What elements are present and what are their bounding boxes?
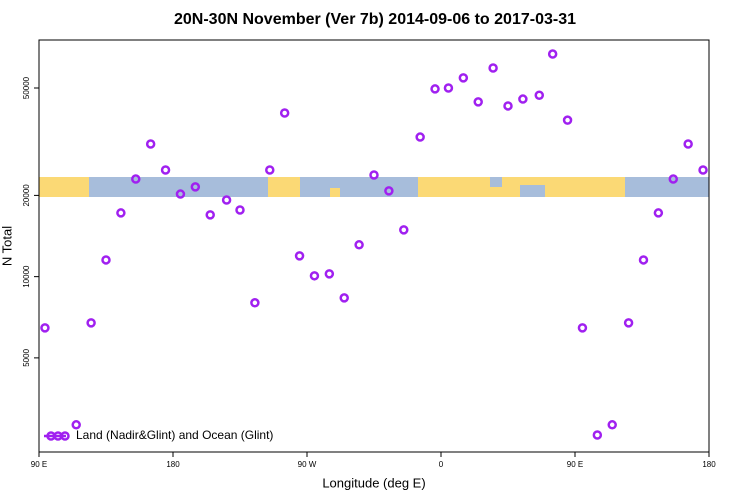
point <box>698 165 708 175</box>
x-tick-label: 0 <box>439 460 444 469</box>
point <box>354 240 364 250</box>
point <box>623 318 634 328</box>
point <box>131 174 141 184</box>
y-tick-label: 5000 <box>22 348 31 366</box>
point <box>458 73 469 83</box>
point <box>221 195 232 205</box>
point <box>279 108 290 118</box>
point <box>399 225 409 235</box>
x-tick-label: 90 E <box>31 460 47 469</box>
x-tick-label: 90 E <box>567 460 583 469</box>
legend-marker <box>60 431 70 441</box>
point <box>415 132 425 142</box>
point <box>577 323 588 333</box>
point <box>518 94 528 104</box>
point <box>190 182 201 192</box>
point <box>205 210 215 220</box>
x-tick-label: 180 <box>702 460 716 469</box>
y-tick-label: 10000 <box>22 265 31 288</box>
legend-label: Land (Nadir&Glint) and Ocean (Glint) <box>76 428 273 442</box>
plot-frame <box>38 39 710 453</box>
point <box>607 420 617 430</box>
point <box>683 139 693 149</box>
point <box>86 318 96 328</box>
x-axis-label: Longitude (deg E) <box>322 475 425 490</box>
y-tick-label: 20000 <box>22 184 31 207</box>
point <box>384 186 394 196</box>
y-axis-label: N Total <box>0 226 14 266</box>
point <box>339 293 349 303</box>
point <box>562 115 573 125</box>
map-strip <box>39 177 709 197</box>
point <box>175 189 186 199</box>
point <box>473 97 483 107</box>
point <box>116 208 126 218</box>
point <box>40 323 50 333</box>
point <box>369 170 379 180</box>
point <box>443 83 454 93</box>
point <box>534 90 545 100</box>
point <box>235 205 245 215</box>
point <box>265 165 275 175</box>
point <box>592 430 603 440</box>
x-tick-label: 180 <box>166 460 180 469</box>
chart-title: 20N-30N November (Ver 7b) 2014-09-06 to … <box>174 11 576 28</box>
y-tick-label: 50000 <box>22 76 31 99</box>
point <box>653 208 664 218</box>
point <box>250 298 260 308</box>
point <box>638 255 649 265</box>
point <box>160 165 171 175</box>
point <box>101 255 111 265</box>
point <box>668 174 679 184</box>
point <box>324 269 335 279</box>
point <box>71 420 81 430</box>
point <box>430 84 440 94</box>
point <box>503 101 513 111</box>
point <box>488 63 498 73</box>
point <box>294 251 305 261</box>
point <box>145 139 156 149</box>
x-tick-label: 90 W <box>298 460 317 469</box>
point <box>547 49 558 59</box>
point <box>309 271 320 281</box>
